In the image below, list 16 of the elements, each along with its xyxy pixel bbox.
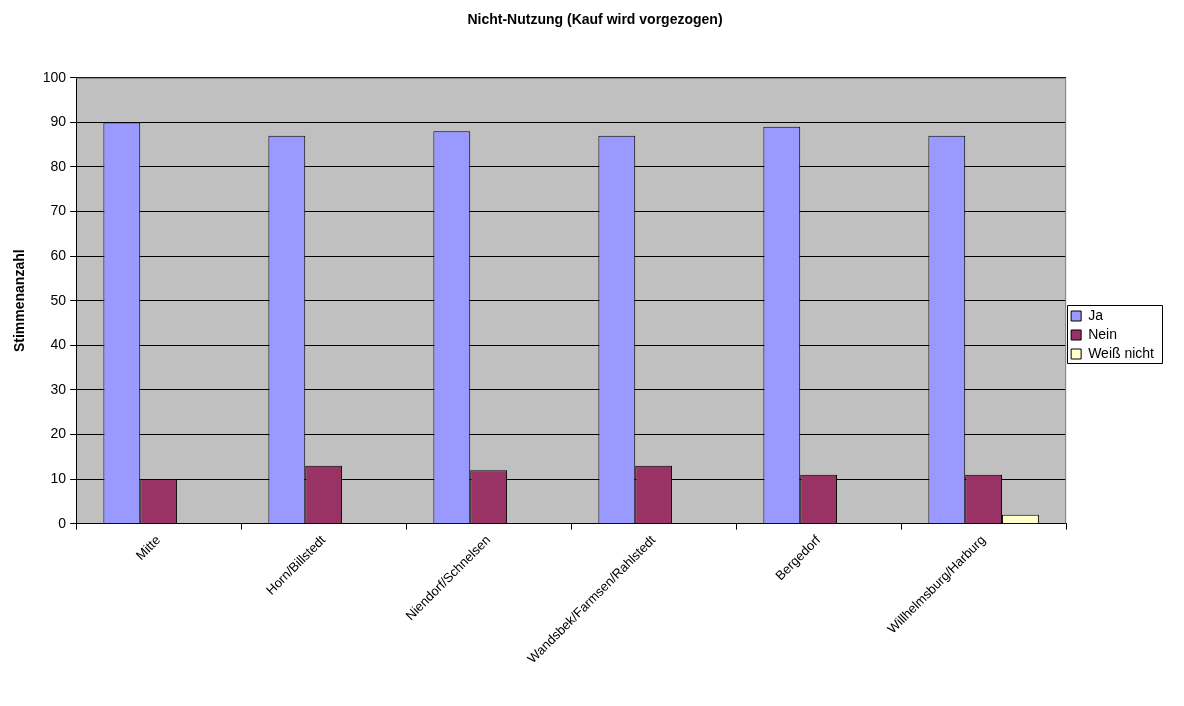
y-tick-label: 40 [50,336,67,353]
legend-label: Ja [1088,306,1104,323]
y-tick-label: 10 [50,469,67,486]
chart-title: Nicht-Nutzung (Kauf wird vorgezogen) [467,11,723,28]
y-tick-label: 90 [50,113,67,130]
y-tick-label: 30 [50,380,67,397]
y-tick-label: 60 [50,247,67,264]
y-axis-title: Stimmenanzahl [11,249,28,353]
legend-label: Weiß nicht [1088,344,1155,361]
y-tick-label: 20 [50,425,67,442]
y-tick-label: 70 [50,202,67,219]
legend-label: Nein [1088,325,1117,342]
y-tick-label: 50 [50,291,67,308]
y-tick-label: 80 [50,157,67,174]
y-tick-label: 100 [42,68,67,85]
y-tick-label: 0 [58,514,67,531]
